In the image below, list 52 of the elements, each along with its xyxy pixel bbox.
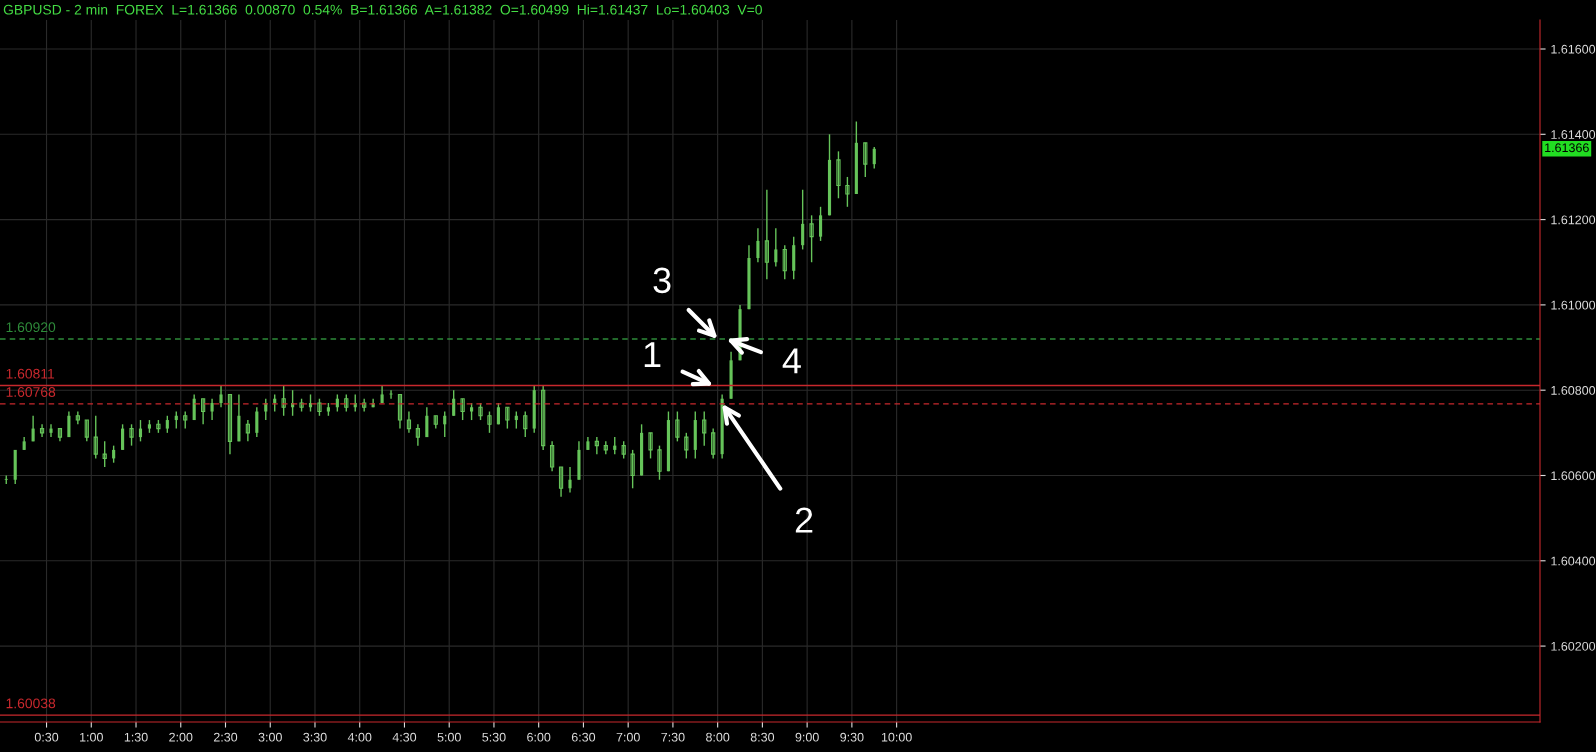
candlestick: [675, 410, 680, 443]
y-tick-label: 1.61400: [1551, 130, 1596, 139]
ref-line-label: 1.60768: [6, 387, 56, 397]
annotation: 3: [653, 267, 671, 294]
candlestick: [809, 214, 814, 263]
x-tick-label: 7:30: [661, 732, 685, 742]
candlestick: [102, 440, 107, 468]
x-tick-label: 4:30: [392, 732, 417, 742]
annotation: 4: [782, 348, 801, 374]
y-tick-label: 1.61200: [1551, 215, 1596, 225]
x-tick-label: 3:00: [258, 732, 282, 742]
candlestick: [657, 444, 662, 481]
y-tick-label: 1.60200: [1551, 641, 1596, 651]
annotation: 1: [644, 342, 661, 368]
y-tick-label: 1.60400: [1551, 556, 1596, 566]
x-tick-label: 1:00: [80, 732, 103, 742]
candlestick: [630, 449, 635, 489]
y-tick-label: 1.60600: [1551, 471, 1596, 481]
y-tick-label: 1.60800: [1551, 385, 1596, 395]
x-tick-label: 2:00: [169, 732, 193, 742]
x-tick-label: 6:30: [571, 732, 596, 742]
x-tick-label: 8:30: [750, 732, 775, 742]
chart-title: GBPUSD - 2 min FOREX L=1.61366 0.00870 0.54% B=1.61366 A=1.61382 O=1.60499 Hi=1.61437 Lo=1.60403 V=0: [3, 4, 762, 15]
candlestick: [648, 432, 653, 460]
y-tick-label: 1.61000: [1551, 300, 1596, 310]
candlestick: [487, 410, 492, 434]
ref-line-label: 1.60038: [6, 698, 56, 709]
y-tick-label: 1.61600: [1551, 44, 1596, 54]
candlestick: [845, 176, 850, 208]
x-tick-label: 6:00: [527, 732, 551, 742]
x-tick-label: 9:30: [840, 732, 864, 742]
candlestick: [129, 423, 134, 447]
ref-line-label: 1.60811: [6, 368, 55, 379]
x-tick-label: 3:30: [303, 732, 327, 742]
x-tick-label: 8:00: [706, 732, 730, 742]
ref-line-label: 1.60920: [6, 322, 56, 333]
candlestick: [460, 398, 465, 421]
x-tick-label: 4:00: [347, 732, 372, 742]
text: 1.61366: [1545, 143, 1589, 153]
candlestick: [684, 432, 689, 460]
x-tick-label: 2:30: [213, 732, 238, 742]
x-tick-label: 5:00: [437, 732, 461, 742]
x-tick-label: 5:30: [482, 732, 506, 742]
candlestick: [863, 142, 868, 178]
annotation: 2: [795, 507, 813, 533]
x-tick-label: 9:00: [795, 732, 819, 742]
candlestick: [836, 150, 841, 199]
candlestick: [505, 406, 510, 430]
x-tick-label: 1:30: [124, 732, 148, 742]
x-tick-label: 0:30: [34, 732, 59, 742]
x-tick-label: 10:00: [881, 732, 912, 742]
x-tick-label: 7:00: [616, 732, 640, 742]
